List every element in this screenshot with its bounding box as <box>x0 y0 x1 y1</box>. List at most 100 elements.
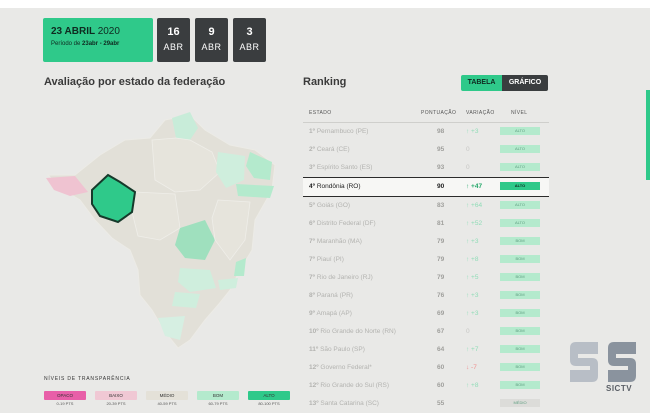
row-state-name: Paraná (PR) <box>316 292 353 299</box>
row-position: 4º <box>309 183 315 190</box>
row-level-badge: BOM <box>500 381 540 389</box>
row-position: 3º <box>309 164 315 171</box>
state-go[interactable] <box>175 220 215 260</box>
row-level-badge: BOM <box>500 237 540 245</box>
row-state: 13º Santa Catarina (SC) <box>309 400 379 407</box>
row-variation: ↑ +3 <box>466 292 479 299</box>
table-row[interactable]: 8º Paraná (PR) 76 ↑ +3 BOM <box>303 287 549 305</box>
row-points: 67 <box>437 328 445 335</box>
row-points: 76 <box>437 292 445 299</box>
row-state-name: Maranhão (MA) <box>316 238 362 245</box>
table-row[interactable]: 7º Rio de Janeiro (RJ) 79 ↑ +5 BOM <box>303 269 549 287</box>
row-state: 7º Maranhão (MA) <box>309 238 362 245</box>
row-points: 90 <box>437 183 445 190</box>
row-state: 7º Piauí (PI) <box>309 256 344 263</box>
row-points: 60 <box>437 364 445 371</box>
table-row[interactable]: 9º Amapá (AP) 69 ↑ +3 BOM <box>303 305 549 323</box>
row-state-name: São Paulo (SP) <box>320 346 365 353</box>
row-points: 60 <box>437 382 445 389</box>
tile-month: ABR <box>239 42 260 52</box>
row-variation: ↑ +8 <box>466 256 479 263</box>
row-position: 12º <box>309 364 319 371</box>
state-ba[interactable] <box>211 199 251 261</box>
tile-day: 9 <box>208 26 215 38</box>
row-points: 55 <box>437 400 445 407</box>
tile-day: 16 <box>167 26 180 38</box>
table-row[interactable]: 5º Goiás (GO) 83 ↑ +64 ALTO <box>303 197 549 215</box>
table-row[interactable]: 2º Ceará (CE) 95 0 ALTO <box>303 141 549 159</box>
date-tile-3[interactable]: 3 ABR <box>233 18 266 62</box>
brazil-map[interactable] <box>40 100 280 350</box>
legend-range-opaco: 0-19 PTS <box>56 401 74 406</box>
table-row[interactable]: 6º Distrito Federal (DF) 81 ↑ +52 ALTO <box>303 215 549 233</box>
row-level-badge: ALTO <box>500 145 540 153</box>
row-variation: ↓ -7 <box>466 364 477 371</box>
row-state: 7º Rio de Janeiro (RJ) <box>309 274 373 281</box>
date-tile-9[interactable]: 9 ABR <box>195 18 228 62</box>
table-row[interactable]: 1º Pernambuco (PE) 98 ↑ +3 ALTO <box>303 123 549 141</box>
row-points: 79 <box>437 274 445 281</box>
sictv-logo <box>570 342 636 382</box>
row-state: 12º Rio Grande do Sul (RS) <box>309 382 389 389</box>
row-state-name: Goiás (GO) <box>316 202 351 209</box>
period-range: 23abr - 29abr <box>82 41 120 47</box>
legend-title: NÍVEIS DE TRANSPARÊNCIA <box>44 376 131 382</box>
ranking-table: ESTADO PONTUAÇÃO VARIAÇÃO NÍVEL 1º Perna… <box>303 104 549 413</box>
row-position: 1º <box>309 128 315 135</box>
table-row[interactable]: 7º Piauí (PI) 79 ↑ +8 BOM <box>303 251 549 269</box>
state-es[interactable] <box>234 258 246 276</box>
state-rs[interactable] <box>158 316 185 340</box>
col-level: NÍVEL <box>511 110 528 116</box>
row-variation: ↑ +3 <box>466 310 479 317</box>
tab-grafico[interactable]: GRÁFICO <box>502 75 548 91</box>
row-level-badge: BOM <box>500 273 540 281</box>
state-ro[interactable] <box>91 173 137 224</box>
row-state: 9º Amapá (AP) <box>309 310 352 317</box>
legend-opaco: OPACO <box>44 391 86 400</box>
row-position: 13º <box>309 400 319 407</box>
table-header: ESTADO PONTUAÇÃO VARIAÇÃO NÍVEL <box>303 104 549 123</box>
sictv-logo-text: SICTV <box>606 384 633 393</box>
state-pr[interactable] <box>172 292 200 308</box>
table-row[interactable]: 12º Rio Grande do Sul (RS) 60 ↑ +8 BOM <box>303 377 549 395</box>
row-state-name: Distrito Federal (DF) <box>316 220 376 227</box>
legend-range-bom: 60-79 PTS <box>208 401 228 406</box>
row-position: 10º <box>309 328 319 335</box>
row-level-badge: ALTO <box>500 219 540 227</box>
state-ap[interactable] <box>172 112 198 140</box>
row-state-name: Ceará (CE) <box>316 146 350 153</box>
date-tile-16[interactable]: 16 ABR <box>157 18 190 62</box>
row-position: 7º <box>309 238 315 245</box>
row-level-badge: ALTO <box>500 127 540 135</box>
row-variation: ↑ +52 <box>466 220 483 227</box>
table-row[interactable]: 11º São Paulo (SP) 64 ↑ +7 BOM <box>303 341 549 359</box>
state-ac[interactable] <box>46 176 88 196</box>
legend-range-medio: 40-59 PTS <box>157 401 177 406</box>
tab-tabela[interactable]: TABELA <box>461 75 502 91</box>
row-position: 9º <box>309 310 315 317</box>
state-ma[interactable] <box>216 152 245 188</box>
current-date-card[interactable]: 23 ABRIL 2020 Período de 23abr - 29abr <box>43 18 153 62</box>
row-position: 11º <box>309 346 319 353</box>
table-row[interactable]: 3º Espírito Santo (ES) 93 0 ALTO <box>303 159 549 177</box>
state-pe[interactable] <box>236 184 274 198</box>
row-variation: 0 <box>466 164 470 171</box>
legend-range-alto: 80-100 PTS <box>258 401 280 406</box>
state-rj[interactable] <box>218 278 238 290</box>
row-level-badge: ALTO <box>500 182 540 190</box>
table-row[interactable]: 10º Rio Grande do Norte (RN) 67 0 BOM <box>303 323 549 341</box>
table-row[interactable]: 13º Santa Catarina (SC) 55 MÉDIO <box>303 395 549 413</box>
row-points: 81 <box>437 220 445 227</box>
row-points: 69 <box>437 310 445 317</box>
tile-day: 3 <box>246 26 253 38</box>
table-row[interactable]: 7º Maranhão (MA) 79 ↑ +3 BOM <box>303 233 549 251</box>
row-position: 8º <box>309 292 315 299</box>
legend-bom: BOM <box>197 391 239 400</box>
state-ce[interactable] <box>246 152 272 180</box>
row-variation: 0 <box>466 328 470 335</box>
table-row[interactable]: 12º Governo Federal* 60 ↓ -7 BOM <box>303 359 549 377</box>
state-sp[interactable] <box>178 268 216 292</box>
edge-accent <box>646 90 650 180</box>
row-variation: ↑ +47 <box>466 183 483 190</box>
table-row[interactable]: 4º Rondônia (RO) 90 ↑ +47 ALTO <box>303 177 549 197</box>
